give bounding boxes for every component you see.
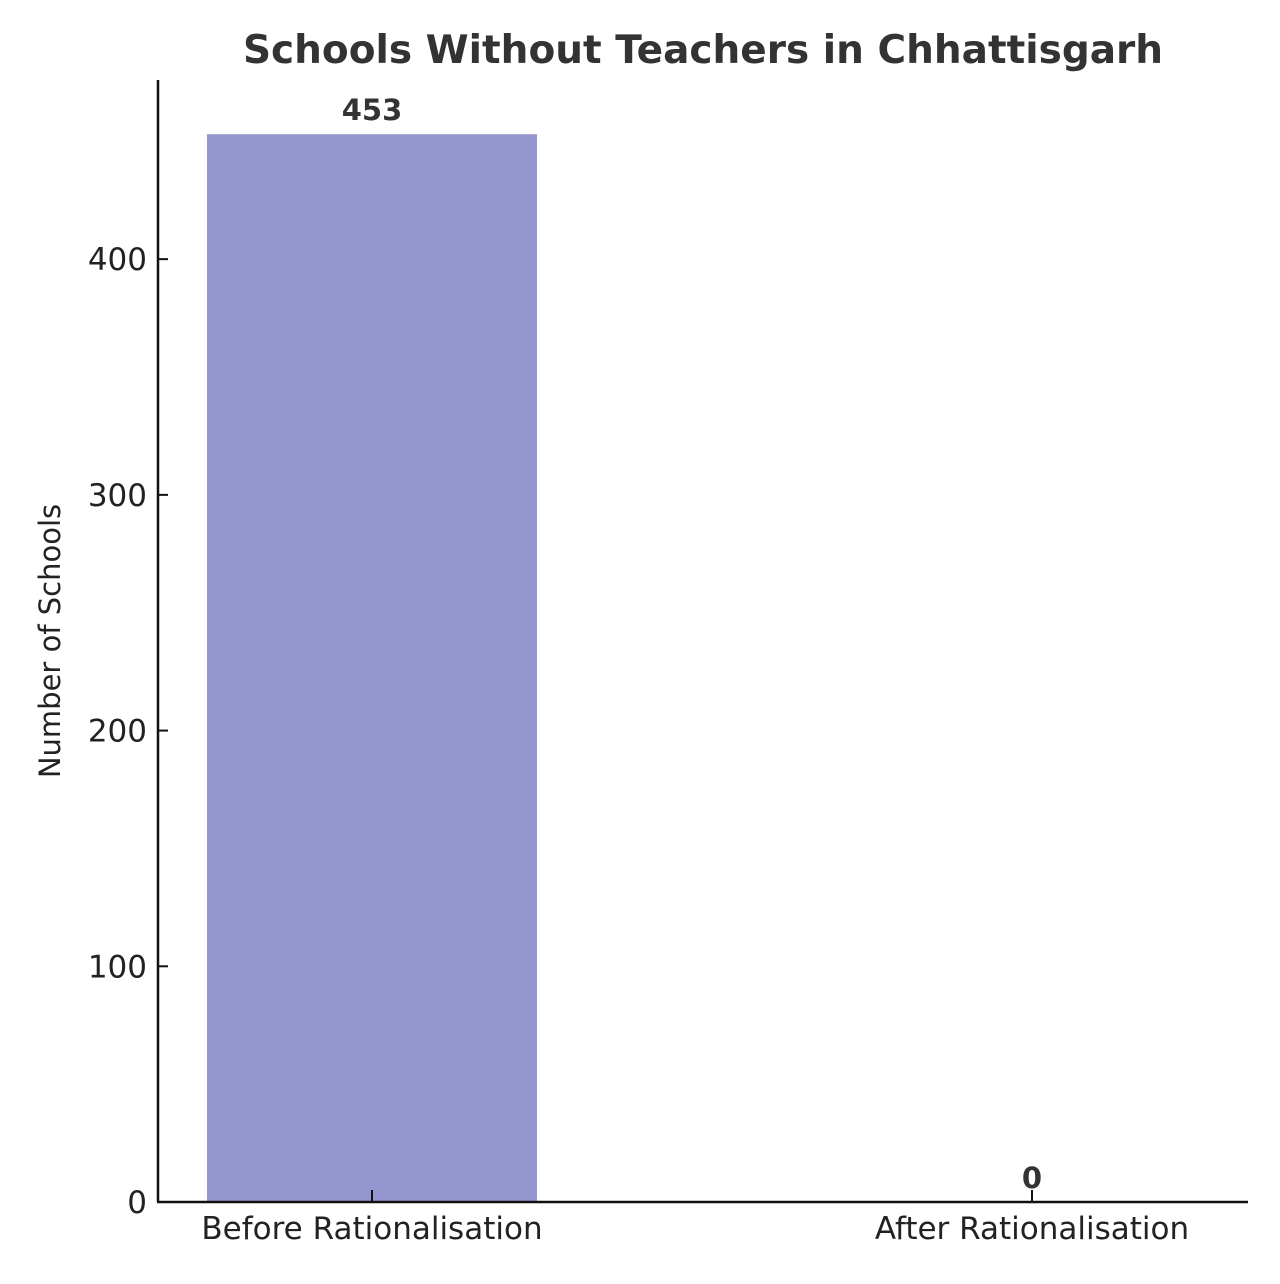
y-tick-label: 200 bbox=[88, 714, 147, 750]
y-axis-label: Number of Schools bbox=[33, 504, 67, 778]
data-label: 0 bbox=[1022, 1161, 1042, 1195]
y-axis-ticks: 0 100 200 300 400 bbox=[88, 242, 168, 1221]
data-label: 453 bbox=[342, 93, 403, 127]
chart-title: Schools Without Teachers in Chhattisgarh bbox=[243, 28, 1163, 73]
y-tick-label: 0 bbox=[127, 1185, 147, 1221]
y-tick-label: 400 bbox=[88, 242, 147, 278]
y-tick-label: 300 bbox=[88, 478, 147, 514]
x-tick-label: After Rationalisation bbox=[875, 1211, 1189, 1247]
bars: 453 0 bbox=[207, 93, 1042, 1203]
y-tick-label: 100 bbox=[88, 949, 147, 985]
bar bbox=[207, 134, 537, 1203]
x-axis-ticks: Before Rationalisation After Rationalisat… bbox=[201, 1190, 1189, 1247]
x-tick-label: Before Rationalisation bbox=[201, 1211, 542, 1247]
